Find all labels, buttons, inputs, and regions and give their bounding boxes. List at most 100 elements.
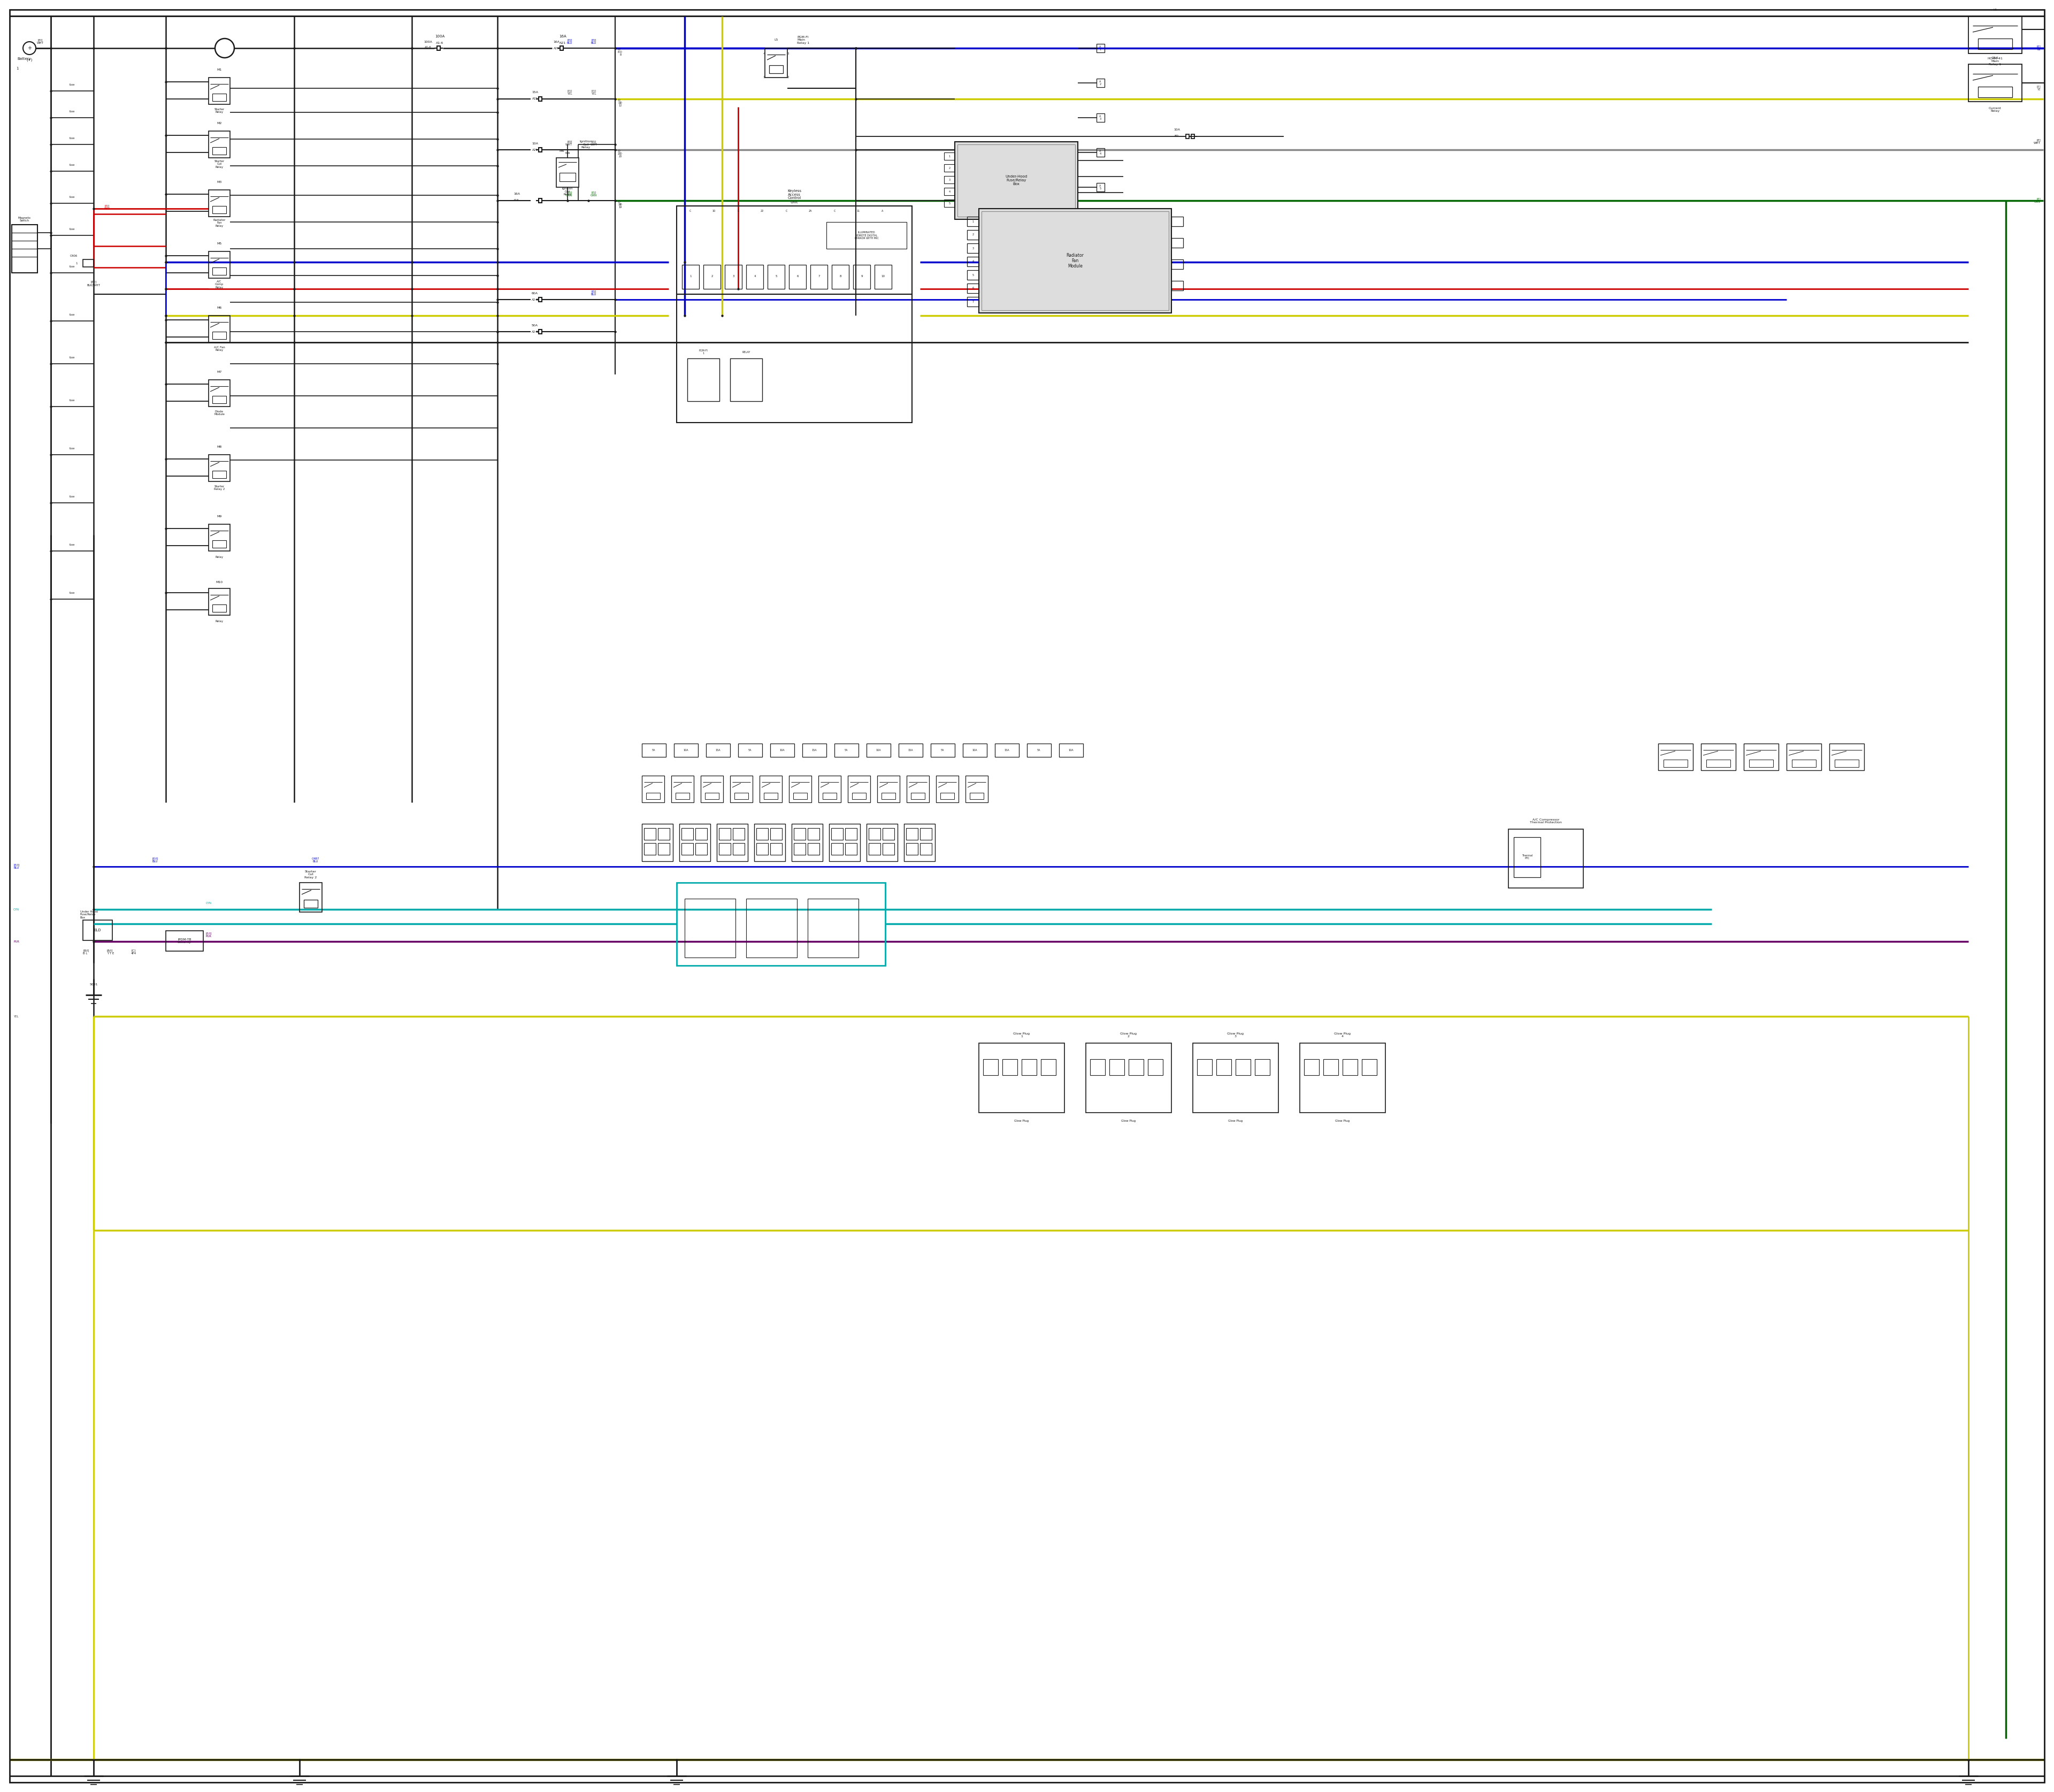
Text: 5A: 5A: [651, 749, 655, 751]
Point: [598, 285, 631, 314]
Text: Starter
Relay 2: Starter Relay 2: [214, 486, 224, 491]
Text: PGM-FI
1: PGM-FI 1: [698, 349, 709, 355]
Bar: [1978, 38, 2013, 48]
Bar: [645, 842, 655, 855]
Point: [277, 34, 310, 63]
Text: [C]
4F4: [C] 4F4: [131, 950, 136, 955]
Bar: [817, 776, 840, 803]
Point: [35, 77, 68, 106]
Bar: [1097, 79, 1105, 88]
Bar: [733, 842, 744, 855]
Text: fuse: fuse: [70, 195, 76, 199]
Text: [EJ]
GRN: [EJ] GRN: [565, 192, 573, 197]
Bar: [930, 744, 955, 756]
Bar: [957, 145, 1074, 217]
Bar: [212, 539, 226, 548]
Bar: [538, 330, 542, 333]
Point: [396, 328, 429, 357]
Text: A16: A16: [514, 199, 520, 202]
Point: [598, 186, 631, 215]
Text: 5A: 5A: [748, 749, 752, 751]
Bar: [557, 158, 579, 186]
Text: A/C Compressor
Thermal Protection: A/C Compressor Thermal Protection: [1530, 819, 1561, 824]
Bar: [756, 842, 768, 855]
Bar: [937, 776, 959, 803]
Text: M5: M5: [218, 242, 222, 247]
Point: [35, 441, 68, 470]
Bar: [789, 776, 811, 803]
Bar: [793, 842, 805, 855]
Text: [E]
YE: [E] YE: [2036, 86, 2040, 91]
Point: [481, 301, 514, 330]
Text: fuse: fuse: [70, 446, 76, 450]
Bar: [980, 1043, 1064, 1113]
Bar: [869, 828, 881, 840]
Point: [78, 34, 111, 63]
Point: [35, 219, 68, 247]
Bar: [1968, 65, 2021, 102]
Bar: [210, 251, 230, 278]
Bar: [764, 792, 778, 799]
Point: [150, 301, 183, 330]
Point: [35, 349, 68, 378]
Point: [659, 1745, 692, 1774]
Point: [277, 301, 310, 330]
Bar: [980, 208, 1171, 314]
Text: Keyless
Access
Control
Unit: Keyless Access Control Unit: [787, 190, 801, 204]
Point: [35, 188, 68, 217]
Text: D
12: D 12: [618, 99, 620, 104]
Bar: [1027, 744, 1052, 756]
Point: [481, 186, 514, 215]
Bar: [832, 265, 848, 289]
Text: IPDM-TB
Security: IPDM-TB Security: [177, 937, 191, 944]
Text: [E/I]
BLU: [E/I] BLU: [152, 857, 158, 864]
Bar: [212, 147, 226, 154]
Bar: [852, 792, 867, 799]
Text: Ignition
Coil
Relay: Ignition Coil Relay: [563, 186, 573, 195]
Bar: [746, 898, 797, 957]
Bar: [1193, 1043, 1278, 1113]
Text: YEL: YEL: [14, 1014, 18, 1018]
Point: [840, 34, 873, 63]
Text: M1: M1: [218, 68, 222, 73]
Text: HCAM-41
Main
Relay 1: HCAM-41 Main Relay 1: [1988, 57, 2003, 66]
Bar: [676, 294, 912, 423]
Text: Starter
Cut
Relay: Starter Cut Relay: [214, 159, 224, 168]
Bar: [910, 792, 924, 799]
Bar: [559, 172, 575, 181]
Text: D
20: D 20: [618, 149, 620, 156]
Point: [481, 73, 514, 102]
Bar: [212, 471, 226, 478]
Bar: [826, 222, 906, 249]
Text: fuse: fuse: [70, 591, 76, 593]
Bar: [1171, 238, 1183, 247]
Text: [E]
WHT: [E] WHT: [2033, 138, 2040, 145]
Point: [481, 285, 514, 314]
Text: 10A: 10A: [684, 749, 688, 751]
Bar: [875, 265, 891, 289]
Bar: [702, 265, 721, 289]
Text: 10A: 10A: [778, 749, 785, 751]
Point: [277, 328, 310, 357]
Point: [481, 262, 514, 290]
Bar: [965, 776, 988, 803]
Text: [E]
BL: [E] BL: [2036, 45, 2040, 50]
Text: fuse: fuse: [70, 82, 76, 86]
Point: [35, 392, 68, 421]
Bar: [852, 265, 871, 289]
Point: [150, 274, 183, 303]
Text: GT-5: GT-5: [1992, 56, 1999, 59]
Bar: [674, 744, 698, 756]
Bar: [1097, 149, 1105, 156]
Bar: [1097, 43, 1105, 52]
Bar: [900, 744, 922, 756]
Point: [150, 274, 183, 303]
Text: A29: A29: [532, 149, 538, 151]
Point: [150, 122, 183, 151]
Text: Glow Plug
4: Glow Plug 4: [1335, 1032, 1352, 1038]
Text: M2: M2: [218, 122, 222, 127]
Bar: [210, 315, 230, 342]
Bar: [793, 828, 805, 840]
Text: fuse: fuse: [70, 163, 76, 167]
Bar: [1508, 830, 1584, 889]
